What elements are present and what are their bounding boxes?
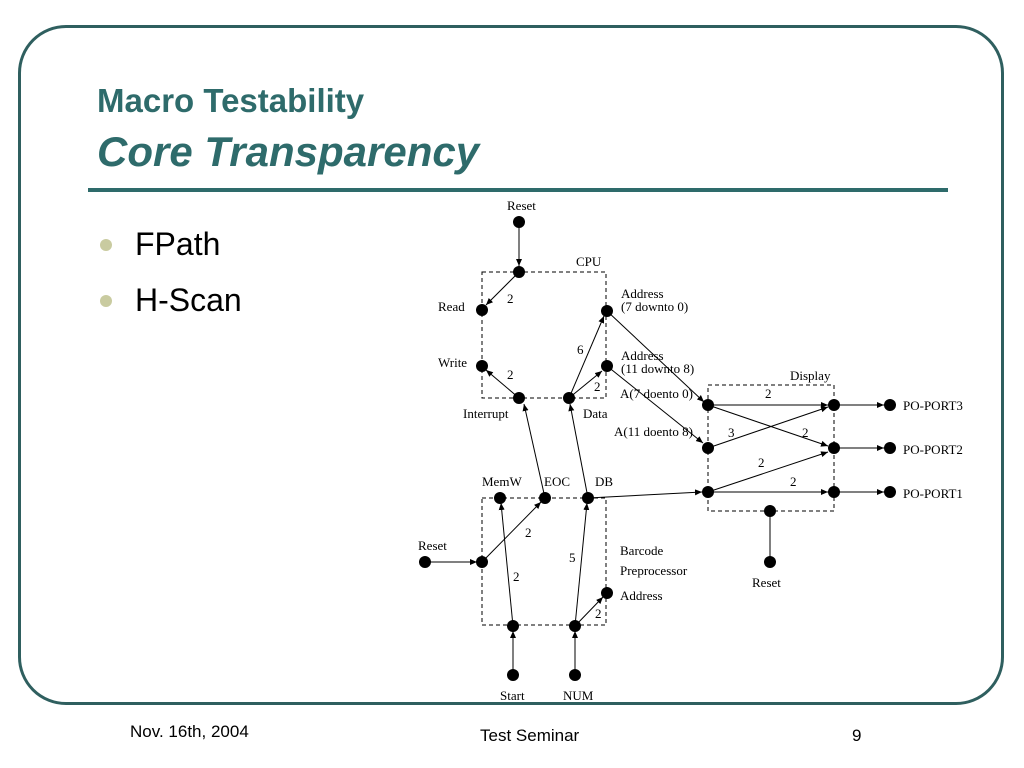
weight-display-db: 2	[758, 455, 765, 470]
bullet-item: H-Scan	[100, 278, 242, 334]
node	[828, 399, 840, 411]
diagram-edges	[425, 222, 884, 675]
po-port3-label: PO-PORT3	[903, 398, 963, 413]
node	[569, 620, 581, 632]
footer-date: Nov. 16th, 2004	[130, 722, 249, 741]
node	[764, 505, 776, 517]
bullet-list: FPath H-Scan	[100, 222, 242, 334]
bullet-item: FPath	[100, 222, 242, 278]
node	[507, 669, 519, 681]
footer-event: Test Seminar	[480, 726, 580, 745]
node	[601, 360, 613, 372]
db-label: DB	[595, 474, 613, 489]
weight-barcode-eoc: 2	[525, 525, 532, 540]
node	[419, 556, 431, 568]
address-bc-label: Address	[620, 588, 663, 603]
address-hi-label: Address	[621, 348, 664, 363]
node	[601, 587, 613, 599]
node	[513, 216, 525, 228]
slide-subtitle: Core Transparency	[97, 128, 480, 175]
write-label: Write	[438, 355, 467, 370]
bullet-dot-icon	[100, 295, 112, 307]
node	[601, 305, 613, 317]
node	[884, 486, 896, 498]
node	[513, 266, 525, 278]
bullet-dot-icon	[100, 239, 112, 251]
node	[476, 304, 488, 316]
weight-read: 2	[507, 291, 514, 306]
node	[507, 620, 519, 632]
weight-write: 2	[507, 367, 514, 382]
data-label: Data	[583, 406, 608, 421]
weight-barcode-start: 2	[513, 569, 520, 584]
node	[764, 556, 776, 568]
node	[513, 392, 525, 404]
node	[476, 556, 488, 568]
node	[563, 392, 575, 404]
reset-top-label: Reset	[507, 198, 536, 213]
title-divider	[88, 188, 948, 192]
node	[828, 442, 840, 454]
page-number: 9	[852, 726, 862, 745]
weight-barcode-address: 2	[595, 606, 602, 621]
node	[828, 486, 840, 498]
read-label: Read	[438, 299, 465, 314]
diagram-nodes	[419, 216, 896, 681]
address-lo-range-label: (7 downto 0)	[621, 299, 688, 314]
cpu-label: CPU	[576, 254, 602, 269]
node	[569, 669, 581, 681]
node	[539, 492, 551, 504]
bullet-text: H-Scan	[135, 282, 242, 318]
preprocessor-label: Preprocessor	[620, 563, 688, 578]
a-lo-label: A(7 doento 0)	[620, 386, 693, 401]
barcode-label: Barcode	[620, 543, 664, 558]
node	[702, 399, 714, 411]
address-lo-label: Address	[621, 286, 664, 301]
a-hi-label: A(11 doento 8)	[614, 424, 693, 439]
node	[702, 442, 714, 454]
node	[476, 360, 488, 372]
weight-barcode-db: 5	[569, 550, 576, 565]
cpu-block	[481, 271, 607, 399]
slide-title: Macro Testability	[97, 82, 365, 119]
address-hi-range-label: (11 downto 8)	[621, 361, 694, 376]
po-port1-label: PO-PORT1	[903, 486, 963, 501]
po-port2-label: PO-PORT2	[903, 442, 963, 457]
node	[884, 442, 896, 454]
node	[884, 399, 896, 411]
eoc-label: EOC	[544, 474, 570, 489]
weight-data-address: 6	[577, 342, 584, 357]
node	[702, 486, 714, 498]
node	[494, 492, 506, 504]
bullet-text: FPath	[135, 226, 221, 262]
barcode-block	[481, 497, 607, 626]
num-label: NUM	[563, 688, 594, 703]
node	[582, 492, 594, 504]
weight-display-cross: 3	[728, 425, 735, 440]
memw-label: MemW	[482, 474, 522, 489]
start-label: Start	[500, 688, 525, 703]
weight-display-bottom: 2	[790, 474, 797, 489]
reset-display-label: Reset	[752, 575, 781, 590]
weight-data-address-hi: 2	[594, 379, 601, 394]
display-label: Display	[790, 368, 831, 383]
reset-left-label: Reset	[418, 538, 447, 553]
weight-display-top: 2	[765, 386, 772, 401]
weight-display-mid: 2	[802, 425, 809, 440]
slide-frame	[18, 25, 1004, 705]
interrupt-label: Interrupt	[463, 406, 509, 421]
